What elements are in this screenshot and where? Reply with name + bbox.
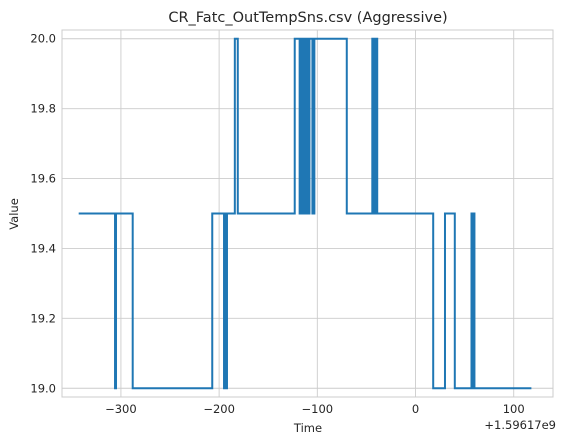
y-tick-label: 19.6: [30, 172, 56, 186]
x-tick-labels: −300 −200 −100 0 100: [105, 402, 525, 416]
x-tick-label: −100: [302, 402, 334, 416]
x-tick-label: −200: [203, 402, 235, 416]
x-tick-label: 100: [503, 402, 525, 416]
plot-frame: [61, 29, 554, 398]
y-tick-label: 19.0: [30, 381, 56, 395]
x-offset-label: +1.59617e9: [484, 418, 556, 432]
chart-title: CR_Fatc_OutTempSns.csv (Aggressive): [168, 10, 447, 26]
x-tick-label: 0: [412, 402, 419, 416]
y-axis-label: Value: [7, 198, 21, 230]
series-line: [78, 37, 532, 390]
x-tick-label: −300: [105, 402, 137, 416]
x-axis-label: Time: [293, 421, 322, 435]
y-tick-label: 19.8: [30, 102, 56, 116]
y-tick-label: 20.0: [30, 32, 56, 46]
y-tick-label: 19.4: [30, 241, 56, 255]
series-layer: [78, 37, 532, 390]
y-tick-label: 19.2: [30, 311, 56, 325]
y-tick-labels: 19.0 19.2 19.4 19.6 19.8 20.0: [30, 32, 56, 396]
